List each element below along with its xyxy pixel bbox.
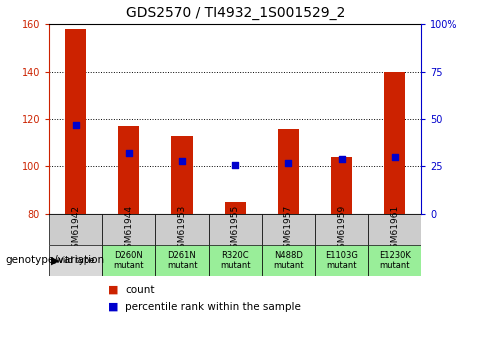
- Bar: [262, 245, 315, 276]
- Bar: [49, 214, 102, 245]
- Bar: [331, 157, 352, 214]
- Point: [391, 154, 399, 160]
- Text: count: count: [125, 285, 154, 295]
- Text: ■: ■: [108, 302, 118, 312]
- Bar: [384, 71, 405, 214]
- Text: GSM61953: GSM61953: [177, 205, 187, 254]
- Text: GSM61957: GSM61957: [284, 205, 293, 254]
- Text: ▶: ▶: [51, 256, 60, 265]
- Bar: [102, 214, 155, 245]
- Point: [231, 162, 239, 167]
- Text: D260N
mutant: D260N mutant: [114, 251, 144, 270]
- Bar: [278, 128, 299, 214]
- Text: R320C
mutant: R320C mutant: [220, 251, 250, 270]
- Text: GSM61944: GSM61944: [124, 205, 133, 254]
- Bar: [49, 245, 102, 276]
- Bar: [155, 245, 209, 276]
- Text: wild type: wild type: [56, 256, 95, 265]
- Bar: [209, 214, 262, 245]
- Point: [178, 158, 186, 164]
- Point: [125, 150, 133, 156]
- Bar: [315, 245, 368, 276]
- Text: GSM61959: GSM61959: [337, 205, 346, 254]
- Bar: [224, 202, 246, 214]
- Point: [72, 122, 79, 127]
- Text: E1103G
mutant: E1103G mutant: [325, 251, 358, 270]
- Text: E1230K
mutant: E1230K mutant: [379, 251, 411, 270]
- Bar: [65, 29, 86, 214]
- Bar: [368, 245, 421, 276]
- Text: percentile rank within the sample: percentile rank within the sample: [125, 302, 301, 312]
- Text: GSM61961: GSM61961: [391, 205, 399, 254]
- Bar: [155, 214, 209, 245]
- Point: [285, 160, 293, 165]
- Point: [338, 156, 345, 161]
- Bar: [172, 136, 193, 214]
- Bar: [262, 214, 315, 245]
- Bar: [102, 245, 155, 276]
- Text: GSM61955: GSM61955: [231, 205, 240, 254]
- Text: D261N
mutant: D261N mutant: [167, 251, 197, 270]
- Bar: [315, 214, 368, 245]
- Text: genotype/variation: genotype/variation: [5, 256, 104, 265]
- Bar: [368, 214, 421, 245]
- Title: GDS2570 / TI4932_1S001529_2: GDS2570 / TI4932_1S001529_2: [125, 6, 345, 20]
- Text: ■: ■: [108, 285, 118, 295]
- Bar: [118, 126, 140, 214]
- Text: GSM61942: GSM61942: [71, 205, 80, 254]
- Text: N488D
mutant: N488D mutant: [273, 251, 304, 270]
- Bar: [209, 245, 262, 276]
